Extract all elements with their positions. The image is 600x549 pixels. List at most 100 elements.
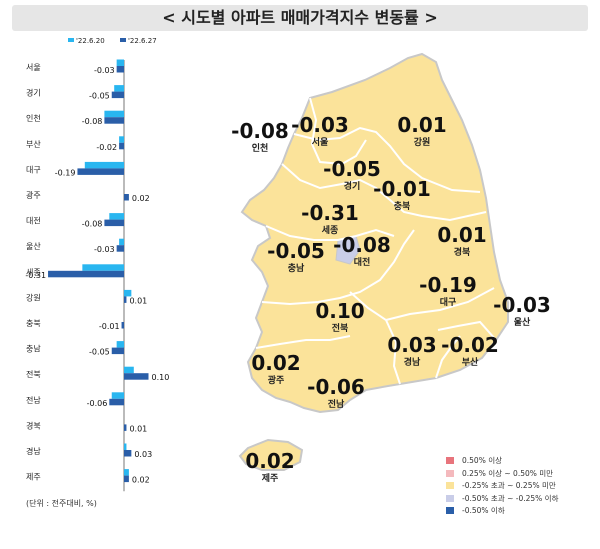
map-region-3: 경기 [344, 180, 361, 192]
map-region-0: 인천 [252, 143, 269, 154]
legend-label: '22.6.20 [76, 37, 105, 45]
bar-this-week [48, 270, 124, 278]
value-label: 0.10 [152, 373, 170, 382]
map-borders [255, 97, 497, 385]
map-value-14: 0.02 [251, 351, 300, 375]
bar-prev-week [104, 110, 124, 118]
map-legend-item: -0.25% 초과 ~ 0.25% 미만 [446, 480, 596, 491]
map-value-5: -0.31 [301, 201, 359, 225]
map-value-7: -0.08 [333, 233, 391, 257]
map-value-6: -0.05 [267, 239, 325, 263]
map-value-16: 0.02 [245, 449, 294, 473]
title-bar: < 시도별 아파트 매매가격지수 변동률 > [12, 5, 588, 31]
category-label: 세종 [26, 268, 41, 277]
bar-prev-week [119, 238, 124, 246]
map-value-10: -0.03 [493, 293, 551, 317]
map-region-1: 서울 [312, 136, 329, 148]
map-region-9: 대구 [440, 296, 457, 308]
bar-prev-week [111, 392, 124, 399]
chart-title: < 시도별 아파트 매매가격지수 변동률 > [162, 8, 438, 27]
bar-rows: 서울 -0.03 경기 -0.05 인천 -0.08 부산 -0.02 대구 -0.19 광주 0.0… [25, 59, 170, 492]
value-label: -0.31 [25, 271, 46, 280]
bar-prev-week [124, 443, 127, 450]
bar-prev-week [124, 469, 129, 476]
map-region-4: 충북 [394, 200, 411, 212]
bar-this-week [124, 296, 127, 303]
bar-prev-week [116, 59, 124, 66]
category-label: 강원 [26, 292, 41, 302]
bar-prev-week [124, 366, 134, 374]
bar-prev-week [116, 341, 124, 348]
value-label: -0.08 [82, 117, 103, 126]
category-label: 경남 [26, 446, 41, 456]
category-label: 광주 [26, 190, 41, 200]
map-legend-label: -0.25% 초과 ~ 0.25% 미만 [462, 481, 556, 490]
map-value-15: -0.06 [307, 375, 365, 399]
map-legend-item: 0.50% 이상 [446, 455, 596, 466]
map-value-11: 0.10 [315, 299, 364, 323]
value-label: -0.03 [94, 245, 115, 254]
bar-this-week [111, 347, 124, 355]
bar-this-week [119, 142, 124, 150]
category-label: 전남 [26, 395, 41, 405]
bar-this-week [77, 168, 124, 175]
map-region-8: 경북 [454, 246, 471, 258]
map-value-9: -0.19 [419, 273, 477, 297]
map-value-8: 0.01 [437, 223, 486, 247]
bar-prev-week [114, 85, 124, 92]
category-label: 충남 [26, 345, 41, 354]
category-label: 충북 [26, 319, 41, 328]
category-label: 서울 [26, 63, 41, 72]
value-label: 0.02 [132, 194, 150, 203]
map-value-3: -0.05 [323, 157, 381, 181]
legend-label: '22.6.27 [128, 37, 157, 45]
map-legend-swatch [446, 507, 454, 514]
map-value-13: -0.02 [441, 333, 499, 357]
map-value-2: 0.01 [397, 113, 446, 137]
map-legend-item: 0.25% 이상 ~ 0.50% 미만 [446, 468, 596, 479]
bar-prev-week [109, 213, 124, 220]
category-label: 제주 [26, 473, 41, 482]
map-legend-swatch [446, 457, 454, 464]
map-legend-item: -0.50% 이하 [446, 505, 596, 516]
map-region-2: 강원 [414, 136, 431, 148]
map-legend-label: 0.50% 이상 [462, 456, 503, 465]
map-region-13: 부산 [462, 356, 479, 368]
map-region-12: 경남 [404, 356, 421, 368]
bar-this-week [116, 245, 124, 252]
value-label: -0.01 [99, 322, 120, 331]
legend-swatch [120, 38, 126, 42]
jeju-shape [238, 438, 304, 471]
map-region-11: 전북 [332, 322, 349, 334]
value-label: -0.05 [89, 92, 110, 101]
bar-this-week [124, 450, 132, 457]
map-legend-swatch [446, 494, 454, 502]
map-value-4: -0.01 [373, 177, 431, 201]
bar-this-week [109, 398, 124, 406]
value-label: 0.01 [129, 424, 147, 433]
bar-this-week [124, 475, 129, 483]
bar-this-week [124, 373, 149, 380]
value-label: -0.08 [82, 220, 103, 229]
map-legend-swatch [446, 469, 454, 477]
bar-this-week [104, 117, 124, 124]
value-label: -0.03 [94, 66, 115, 75]
map-legend-label: -0.50% 초과 ~ -0.25% 이하 [462, 493, 559, 503]
map-value-12: 0.03 [387, 333, 436, 357]
map-value-1: -0.03 [291, 113, 349, 137]
mainland-shape [240, 52, 509, 414]
bar-legend: '22.6.20 '22.6.27 [68, 37, 157, 45]
value-label: -0.02 [96, 143, 117, 152]
value-label: -0.06 [87, 399, 108, 408]
map-region-5: 세종 [322, 224, 339, 236]
category-label: 경북 [26, 420, 41, 430]
value-label: -0.05 [89, 348, 110, 357]
bar-prev-week [124, 289, 132, 297]
value-label: 0.02 [132, 476, 150, 485]
map-legend: 0.50% 이상 0.25% 이상 ~ 0.50% 미만 -0.25% 초과 ~ 0… [446, 455, 596, 518]
map-region-10: 울산 [514, 316, 531, 328]
map-value-0: -0.08 [231, 119, 289, 143]
bar-this-week [116, 66, 124, 73]
bar-prev-week [84, 161, 124, 169]
